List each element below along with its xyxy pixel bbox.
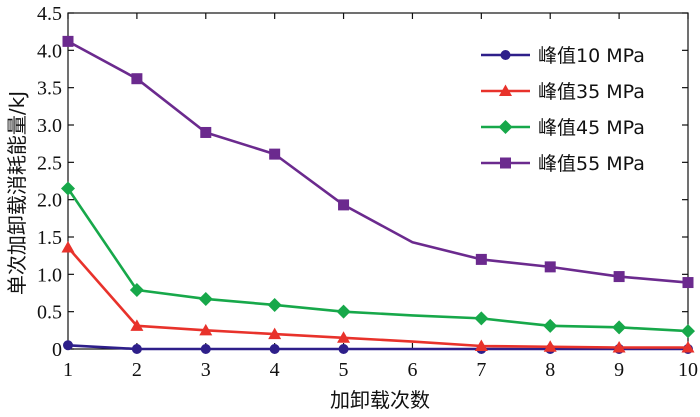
- data-point: [612, 320, 627, 335]
- series-2: [61, 240, 695, 353]
- data-point: [131, 73, 143, 85]
- legend-marker: [500, 157, 511, 169]
- legend-entry: 峰值45 MPa: [481, 117, 645, 139]
- x-tick-label: 5: [339, 359, 349, 381]
- legend-entry: 峰值10 MPa: [481, 45, 645, 67]
- x-tick-label: 10: [678, 359, 698, 381]
- data-point: [268, 327, 282, 340]
- data-point: [338, 199, 350, 211]
- data-point: [682, 277, 694, 289]
- y-tick-label: 2.0: [37, 190, 62, 212]
- data-point: [200, 126, 212, 138]
- data-point: [337, 331, 351, 343]
- data-point: [543, 318, 558, 333]
- data-point: [63, 340, 73, 351]
- data-point: [544, 261, 556, 273]
- y-tick-label: 0: [52, 339, 62, 361]
- data-point: [543, 340, 557, 352]
- legend-marker: [499, 84, 512, 96]
- series-line: [66, 187, 689, 333]
- legend-entry: 峰值35 MPa: [481, 81, 645, 103]
- data-point: [199, 323, 213, 336]
- x-tick-label: 6: [407, 359, 417, 381]
- legend: 峰值10 MPa 峰值35 MPa 峰值45 MPa 峰值55 MPa: [481, 45, 645, 175]
- x-tick-label: 1: [63, 359, 73, 381]
- data-point: [61, 240, 75, 253]
- data-point: [61, 181, 75, 196]
- x-tick-label: 3: [201, 359, 211, 381]
- x-tick-label: 7: [476, 359, 486, 381]
- legend-marker: [498, 120, 513, 134]
- x-tick-label: 8: [545, 359, 555, 381]
- axes: 0 0.5 1.0 1.5 2.0 2.5 3.0 3.5 4.0 4.5 1 2 3 4 5 6 7 8 9 10: [37, 3, 698, 381]
- data-point: [338, 344, 349, 354]
- data-point: [62, 35, 74, 47]
- data-point: [269, 344, 280, 354]
- data-point: [130, 319, 144, 331]
- data-point: [681, 324, 695, 339]
- data-point: [474, 311, 489, 326]
- series-line: [67, 246, 688, 349]
- data-point: [131, 344, 142, 354]
- legend-marker: [500, 50, 511, 60]
- y-tick-label: 3.5: [37, 78, 62, 100]
- y-tick-label: 1.0: [37, 264, 62, 286]
- x-tick-label: 9: [614, 359, 624, 381]
- data-point: [681, 341, 695, 353]
- series-group: [61, 35, 695, 354]
- data-point: [613, 271, 625, 283]
- data-point: [475, 253, 487, 265]
- legend-label: 峰值35 MPa: [538, 81, 645, 103]
- x-axis-title: 加卸载次数: [330, 388, 430, 412]
- y-tick-label: 4.0: [37, 40, 62, 62]
- x-tick-label: 4: [270, 359, 280, 381]
- data-point: [267, 297, 282, 312]
- series-3: [61, 181, 695, 339]
- x-tick-label: 2: [132, 359, 142, 381]
- series-line: [67, 343, 688, 351]
- y-tick-label: 4.5: [37, 3, 62, 25]
- y-tick-label: 2.5: [37, 152, 62, 174]
- data-point: [269, 148, 281, 160]
- data-point: [474, 339, 488, 352]
- series-line: [67, 40, 689, 284]
- data-point: [612, 341, 626, 353]
- y-tick-label: 3.0: [37, 115, 62, 137]
- y-axis-title: 单次加卸载消耗能量/kJ: [5, 91, 29, 295]
- data-point: [129, 283, 144, 298]
- legend-label: 峰值55 MPa: [538, 153, 645, 175]
- legend-label: 峰值10 MPa: [538, 45, 645, 67]
- y-tick-label: 1.5: [37, 227, 62, 249]
- legend-entry: 峰值55 MPa: [481, 153, 645, 175]
- data-point: [198, 291, 213, 306]
- series-4: [62, 35, 694, 289]
- data-point: [200, 344, 211, 354]
- data-point: [336, 304, 351, 319]
- legend-label: 峰值45 MPa: [538, 117, 645, 139]
- y-tick-label: 0.5: [37, 302, 62, 324]
